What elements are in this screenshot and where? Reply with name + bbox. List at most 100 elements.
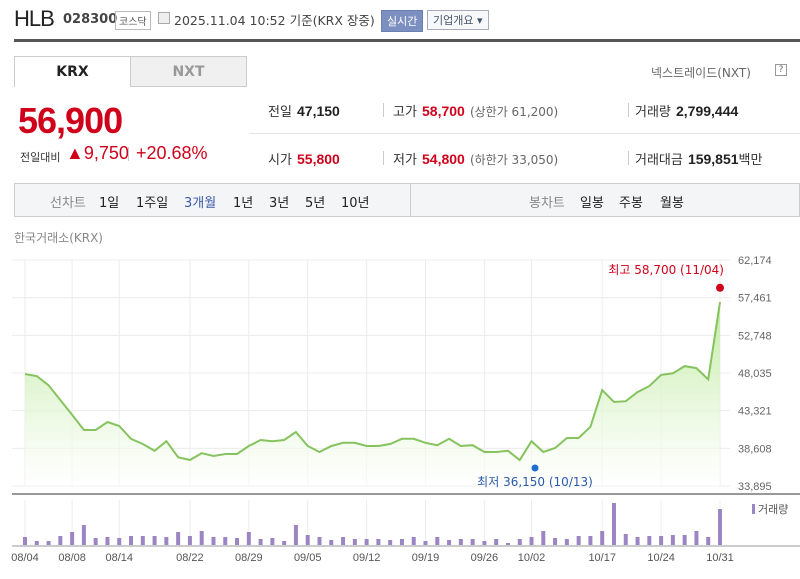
volume-bar — [34, 541, 39, 545]
period-bar — [14, 183, 800, 217]
x-tick-label: 08/22 — [176, 552, 204, 564]
volume-bar — [494, 539, 499, 545]
corp-info-dropdown[interactable]: 기업개요 ▾ — [427, 10, 489, 30]
period-5y[interactable]: 5년 — [305, 196, 326, 211]
volume-bar — [611, 503, 616, 545]
period-3y[interactable]: 3년 — [269, 196, 290, 211]
volume-bar — [58, 536, 63, 545]
volume-bar — [718, 509, 722, 545]
tab-krx[interactable]: KRX — [14, 56, 131, 87]
change-label: 전일대비 — [20, 151, 61, 164]
period-3m[interactable]: 3개월 — [184, 196, 217, 211]
candle-weekly[interactable]: 주봉 — [619, 196, 643, 211]
separator — [383, 103, 384, 117]
volume-bar — [670, 535, 675, 545]
volume-bar — [458, 539, 463, 545]
volume-bar — [341, 537, 346, 545]
x-tick-label: 09/19 — [412, 552, 440, 564]
line-chart-label: 선차트 — [50, 196, 86, 211]
volume-bar — [129, 536, 134, 545]
volume-legend-label: 거래량 — [758, 503, 788, 516]
stock-name: HLB — [14, 6, 55, 31]
volume-bar — [176, 532, 181, 545]
y-tick-label: 38,608 — [738, 443, 772, 455]
volume-bar — [647, 536, 652, 545]
volume-bar — [517, 539, 522, 545]
volume-bar — [305, 535, 310, 545]
y-tick-label: 48,035 — [738, 368, 772, 380]
x-tick-label: 08/08 — [58, 552, 86, 564]
volume-bar — [235, 538, 240, 545]
x-tick-label: 08/04 — [11, 552, 39, 564]
x-tick-label: 08/14 — [105, 552, 133, 564]
amount-label: 거래대금 — [635, 153, 683, 168]
x-tick-label: 08/29 — [235, 552, 263, 564]
low-annotation: 최저 36,150 (10/13) — [477, 475, 593, 489]
volume-bar — [164, 537, 169, 545]
volume-bar — [93, 538, 98, 545]
realtime-button[interactable]: 실시간 — [381, 10, 424, 32]
open-price: 55,800 — [297, 151, 340, 167]
period-1d[interactable]: 1일 — [99, 196, 120, 211]
volume-bar — [482, 541, 487, 545]
datetime: 2025.11.04 10:52 — [174, 13, 286, 28]
volume-bar — [317, 537, 322, 545]
market-badge: 코스닥 — [115, 11, 151, 30]
volume-bar — [576, 536, 581, 545]
volume-bar — [447, 540, 452, 545]
low-marker — [531, 464, 539, 472]
volume-bar — [682, 535, 687, 545]
volume-bar — [140, 536, 145, 545]
volume-bar — [23, 537, 27, 545]
volume-bar — [352, 539, 357, 545]
volume-bar — [588, 536, 593, 545]
volume-bar — [246, 532, 251, 545]
candle-chart-label: 봉차트 — [529, 196, 565, 211]
period-1y[interactable]: 1년 — [233, 196, 254, 211]
period-10y[interactable]: 10년 — [341, 196, 370, 211]
x-tick-label: 10/31 — [706, 552, 734, 564]
separator — [128, 147, 129, 161]
basis: 기준(KRX 장중) — [289, 13, 375, 28]
volume-bar — [211, 537, 216, 545]
x-tick-label: 10/17 — [588, 552, 616, 564]
period-1w[interactable]: 1주일 — [136, 196, 169, 211]
separator — [628, 103, 629, 117]
volume-bar — [364, 539, 369, 545]
x-tick-label: 10/02 — [518, 552, 546, 564]
candle-monthly[interactable]: 월봉 — [660, 196, 684, 211]
x-tick-label: 09/05 — [294, 552, 322, 564]
source-label: 한국거래소(KRX) — [14, 231, 103, 245]
x-tick-label: 09/12 — [353, 552, 381, 564]
candle-daily[interactable]: 일봉 — [580, 196, 604, 211]
y-tick-label: 52,748 — [738, 330, 772, 342]
volume-bar — [46, 541, 51, 545]
amount-unit: 백만 — [738, 153, 763, 168]
help-icon[interactable]: ? — [775, 64, 787, 76]
volume-bar — [623, 534, 628, 545]
trade-amount: 159,851 — [687, 151, 739, 167]
volume-bar — [529, 537, 534, 545]
volume-bar — [258, 539, 263, 545]
volume-bar — [553, 538, 558, 545]
volume-bar — [105, 537, 110, 545]
volume-bar — [635, 537, 640, 545]
prev-label: 전일 — [268, 105, 292, 120]
tab-nxt[interactable]: NXT — [130, 56, 247, 87]
volume-bar — [659, 536, 664, 545]
y-tick-label: 62,174 — [738, 255, 772, 267]
nxt-link[interactable]: 넥스트레이드(NXT) — [651, 66, 751, 80]
separator — [628, 151, 629, 165]
y-tick-label: 33,895 — [738, 481, 772, 493]
volume-bar — [470, 539, 475, 545]
high-marker — [716, 283, 724, 292]
x-tick-label: 10/24 — [647, 552, 675, 564]
prev-close: 47,150 — [297, 103, 340, 119]
volume-bar — [70, 532, 75, 545]
timestamp: 2025.11.04 10:52 기준(KRX 장중) — [174, 10, 375, 29]
volume-bar — [329, 540, 334, 545]
divider — [14, 39, 800, 42]
volume-bar — [541, 531, 546, 545]
low-label: 저가 — [393, 153, 417, 168]
